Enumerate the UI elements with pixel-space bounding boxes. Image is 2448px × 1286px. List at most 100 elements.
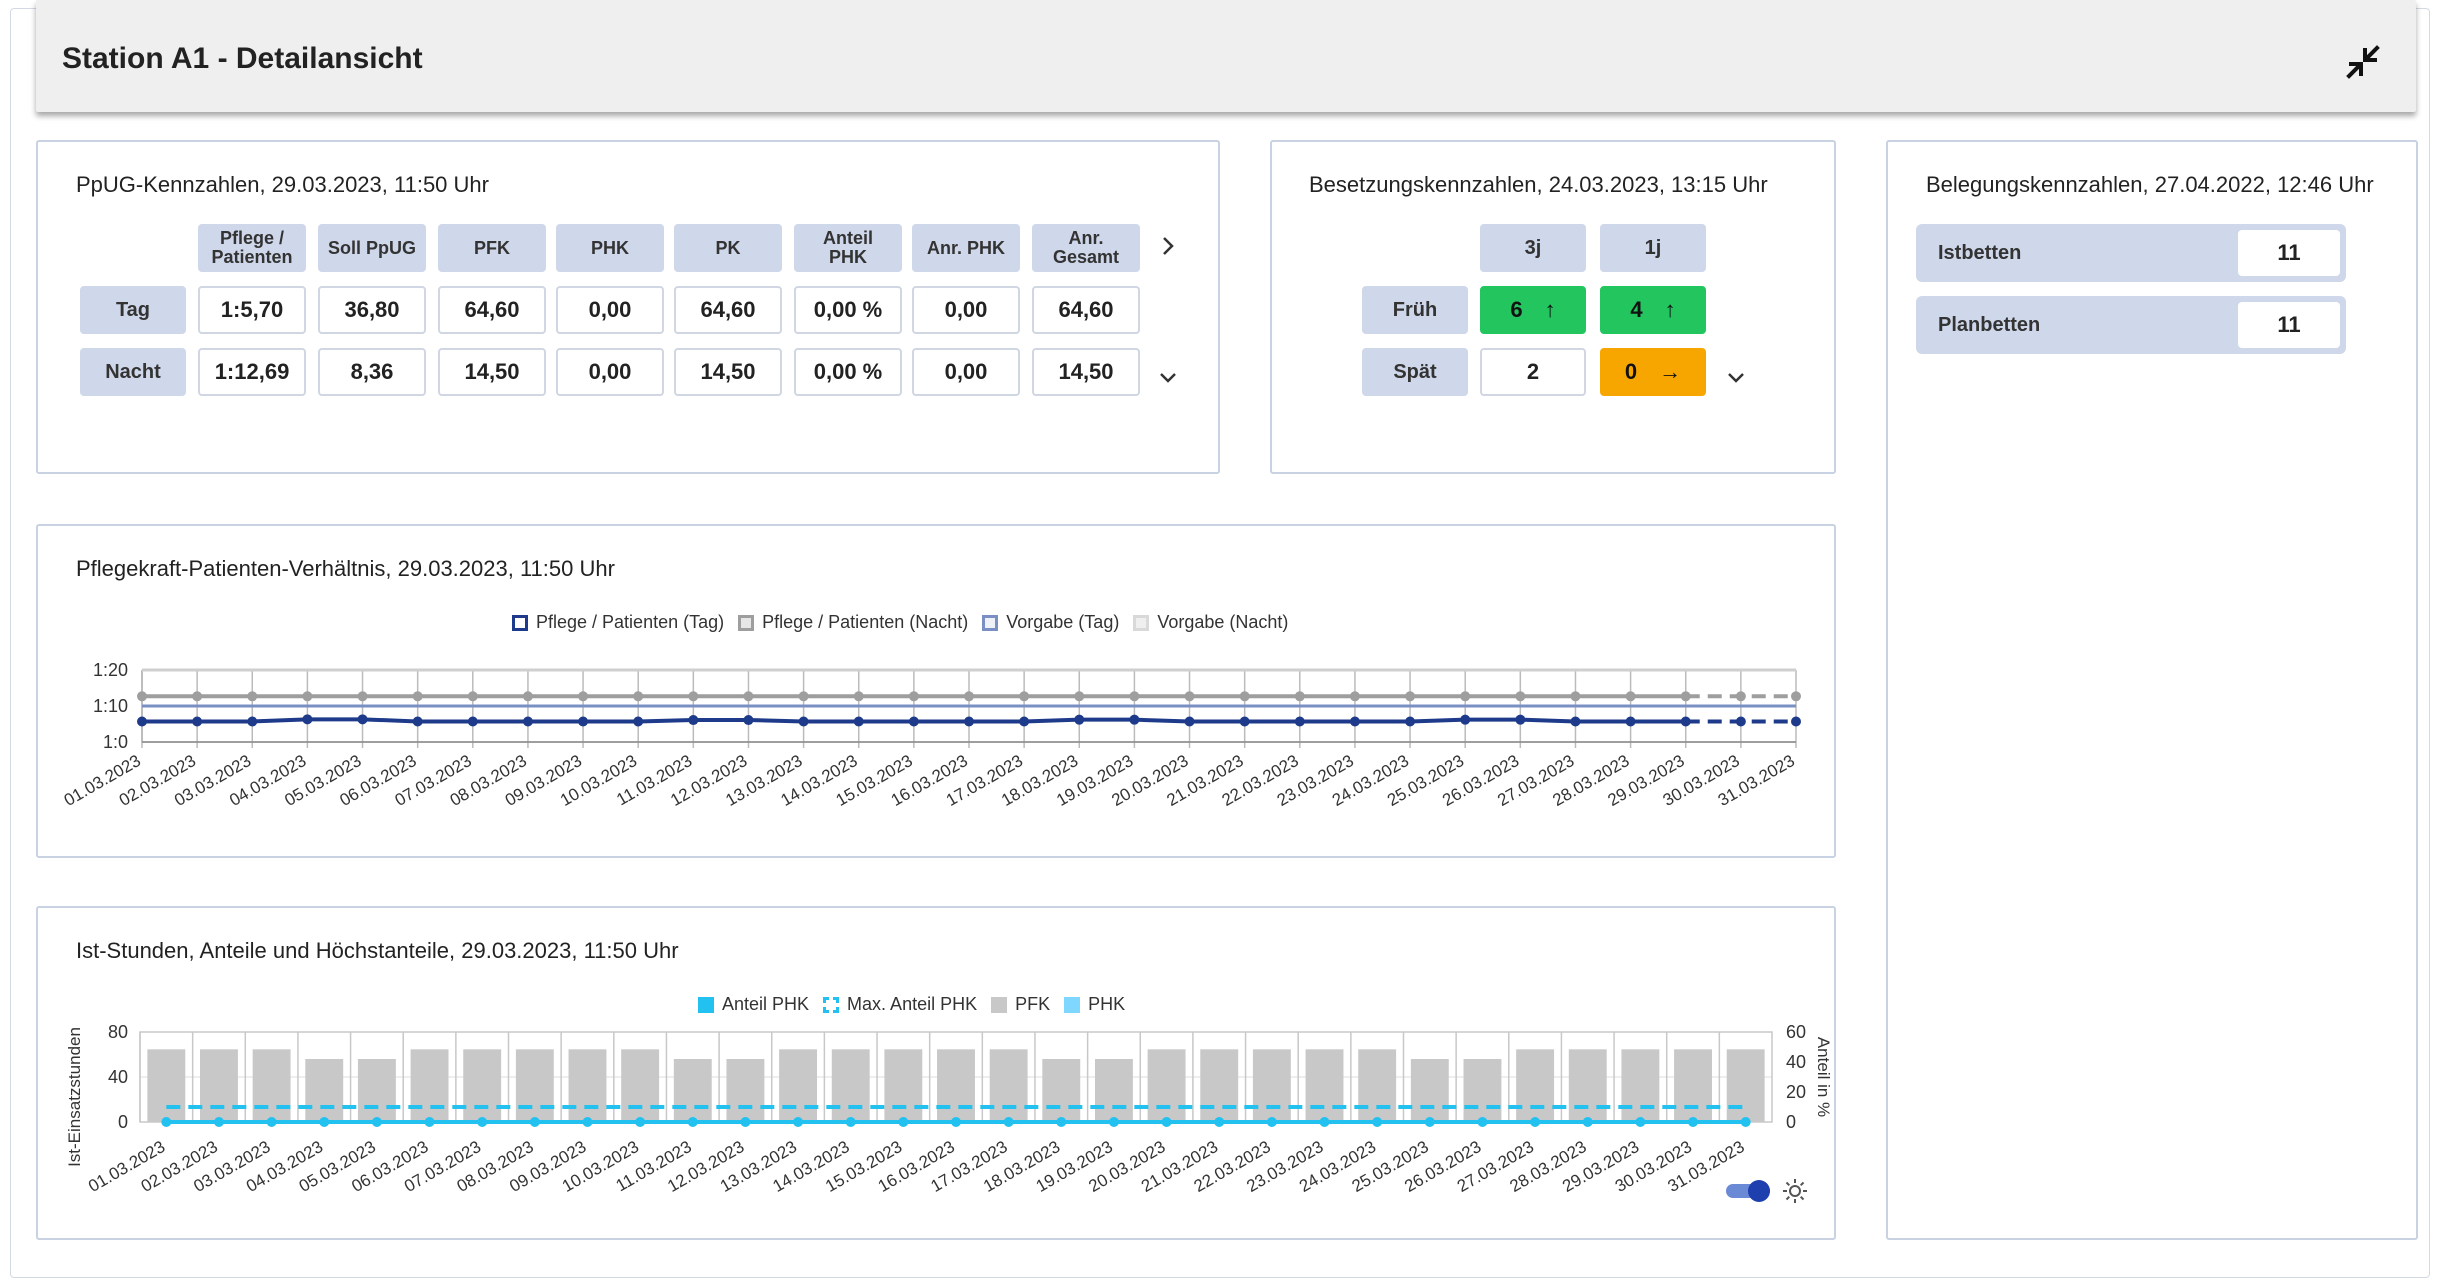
data-point <box>319 1117 330 1127</box>
bar <box>726 1059 765 1122</box>
toggle-knob <box>1748 1180 1770 1202</box>
bar <box>1621 1049 1660 1122</box>
data-point <box>1515 714 1526 725</box>
chevron-right-icon[interactable] <box>1156 234 1180 258</box>
data-point <box>798 716 809 727</box>
besetzung-row-label: Früh <box>1362 286 1468 334</box>
bar <box>1674 1049 1712 1122</box>
bar <box>1094 1059 1133 1122</box>
bar <box>305 1059 344 1122</box>
data-point <box>1161 1117 1172 1127</box>
legend-label[interactable]: Pflege / Patienten (Nacht) <box>762 612 969 632</box>
data-point <box>743 715 754 726</box>
y-tick-label: 1:20 <box>93 660 128 680</box>
data-point <box>578 691 589 702</box>
ppug-value: 0,00 % <box>794 348 902 396</box>
bar <box>1042 1059 1081 1122</box>
data-point <box>192 691 203 702</box>
y-tick-label: 1:10 <box>93 696 128 716</box>
ppug-value: 0,00 <box>556 286 664 334</box>
ratio-chart: 1:01:101:2001.03.202302.03.202303.03.202… <box>61 660 1801 810</box>
bar <box>1358 1049 1397 1122</box>
hours-legend: Anteil PHK Max. Anteil PHK PFK PHK <box>698 994 1125 1015</box>
data-point <box>1349 691 1360 702</box>
besetzung-column-header: 1j <box>1600 224 1706 272</box>
legend-label[interactable]: PFK <box>1015 994 1051 1014</box>
ppug-column-header: Anr. PHK <box>912 224 1020 272</box>
data-point <box>424 1117 435 1127</box>
data-point <box>1239 691 1250 702</box>
data-point <box>1266 1117 1277 1127</box>
bar <box>1463 1059 1502 1122</box>
data-point <box>1184 691 1195 702</box>
ppug-value: 64,60 <box>1032 286 1140 334</box>
y2-tick-label: 20 <box>1786 1082 1806 1102</box>
besetzung-value: 4 ↑ <box>1600 286 1706 334</box>
legend-label[interactable]: PHK <box>1088 994 1126 1014</box>
legend-label[interactable]: Anteil PHK <box>722 994 810 1014</box>
data-point <box>1424 1117 1435 1127</box>
data-point <box>908 716 919 727</box>
belegung-label: Istbetten <box>1938 242 2022 264</box>
bar <box>200 1049 238 1122</box>
brightness-icon[interactable] <box>1782 1178 1808 1204</box>
ppug-column-header: PFK <box>438 224 546 272</box>
legend-label[interactable]: Vorgabe (Tag) <box>1006 612 1120 632</box>
legend-label[interactable]: Vorgabe (Nacht) <box>1157 612 1289 632</box>
legend-label[interactable]: Pflege / Patienten (Tag) <box>536 612 725 632</box>
bar <box>1568 1049 1607 1122</box>
legend-swatch <box>1064 996 1081 1013</box>
belegung-value: 11 <box>2238 230 2340 276</box>
ratio-legend: Pflege / Patienten (Tag) Pflege / Patien… <box>512 612 1288 633</box>
bar <box>1726 1049 1765 1122</box>
y-tick-label: 80 <box>108 1022 128 1042</box>
data-point <box>1214 1117 1225 1127</box>
data-point <box>1570 716 1581 727</box>
data-point <box>908 691 919 702</box>
data-point <box>302 691 313 702</box>
data-point <box>1108 1117 1119 1127</box>
data-point <box>213 1117 224 1127</box>
data-point <box>1239 716 1250 727</box>
ppug-value: 14,50 <box>1032 348 1140 396</box>
data-point <box>898 1117 909 1127</box>
bar <box>831 1049 870 1122</box>
bar <box>147 1049 186 1122</box>
chart-toggle[interactable] <box>1726 1180 1770 1202</box>
data-point <box>1405 716 1416 727</box>
data-point <box>1582 1117 1593 1127</box>
data-point <box>1680 716 1691 727</box>
data-point <box>1625 691 1636 702</box>
ppug-value: 0,00 % <box>794 286 902 334</box>
ppug-value: 64,60 <box>438 286 546 334</box>
data-point <box>1688 1117 1699 1127</box>
y-tick-label: 40 <box>108 1067 128 1087</box>
data-point <box>247 716 258 727</box>
data-point <box>1635 1117 1646 1127</box>
y2-tick-label: 60 <box>1786 1022 1806 1042</box>
data-point <box>1570 691 1581 702</box>
data-point <box>137 716 147 727</box>
data-point <box>161 1117 172 1127</box>
data-point <box>688 715 699 726</box>
legend-label[interactable]: Max. Anteil PHK <box>847 994 978 1014</box>
collapse-icon[interactable] <box>2341 40 2385 84</box>
data-point <box>793 1117 804 1127</box>
bar <box>410 1049 449 1122</box>
data-point <box>1074 714 1085 725</box>
data-point <box>688 691 699 702</box>
data-point <box>371 1117 382 1127</box>
data-point <box>1530 1117 1541 1127</box>
data-point <box>1319 1117 1330 1127</box>
chevron-down-icon[interactable] <box>1724 366 1748 390</box>
besetzung-value: 0 → <box>1600 348 1706 396</box>
bar <box>252 1049 291 1122</box>
legend-swatch <box>823 996 840 1013</box>
besetzung-value: 6 ↑ <box>1480 286 1586 334</box>
y2-tick-label: 0 <box>1786 1112 1796 1132</box>
chevron-down-icon[interactable] <box>1156 366 1180 390</box>
data-point <box>1405 691 1416 702</box>
hours-chart: 0 40 80 0 20 40 60 Ist-Einsatzstunden Anteil in … <box>65 1022 1832 1196</box>
data-point <box>1294 716 1305 727</box>
ppug-value: 1:12,69 <box>198 348 306 396</box>
